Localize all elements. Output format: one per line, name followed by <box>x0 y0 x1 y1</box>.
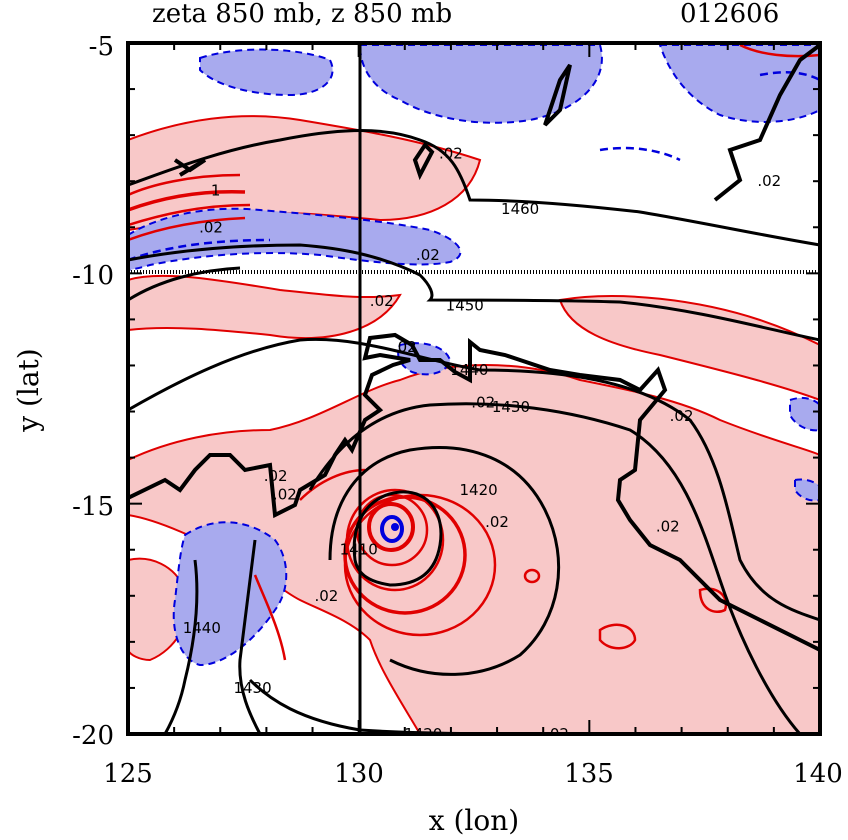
y-tick-label: -20 <box>72 721 114 751</box>
z-1430-west <box>238 539 262 734</box>
blue-patch-southeast <box>794 478 820 502</box>
blue-band-west <box>128 207 462 272</box>
contour-label: 1460 <box>501 200 539 218</box>
contour-label: .02 <box>393 338 417 356</box>
pink-band-west <box>128 274 402 339</box>
pink-band-east <box>558 295 820 402</box>
contour-label: .02 <box>656 518 680 536</box>
contour-label: 1420 <box>404 725 442 743</box>
z-1440 <box>128 337 820 622</box>
thick-boundary-contour <box>128 43 820 652</box>
contour-label: .02 <box>199 218 223 236</box>
positive-vorticity-fill <box>128 115 820 734</box>
z-1430 <box>308 402 802 734</box>
contour-label: 1420 <box>460 481 498 499</box>
axis-ticks <box>127 42 821 735</box>
contour-label: 1430 <box>233 679 271 697</box>
contour-label: 1440 <box>183 619 221 637</box>
y-tick-label: -15 <box>72 492 114 522</box>
z-1410 <box>352 490 443 587</box>
x-tick-label: 125 <box>103 759 153 789</box>
contour-label: 1430 <box>492 398 530 416</box>
contour-label: .02 <box>273 485 297 503</box>
y-axis-label: y (lat) <box>12 348 45 432</box>
x-axis-label: x (lon) <box>429 804 519 837</box>
z-1420 <box>328 446 561 676</box>
x-tick-label: 140 <box>793 759 843 789</box>
contour-label: .02 <box>439 145 463 163</box>
plot-frame <box>126 41 822 736</box>
contour-label: .02 <box>545 725 569 743</box>
plot-area: 1460 1450 1440 1430 1420 1440 1430 1420 1410 .02.… <box>128 43 820 743</box>
y-tick-label: -5 <box>89 32 114 62</box>
positive-vorticity-contours <box>128 43 820 661</box>
contour-label: .02 <box>370 292 394 310</box>
contour-label: 1450 <box>446 297 484 315</box>
contour-label: 1 <box>211 181 221 199</box>
contour-label: .02 <box>485 513 509 531</box>
contour-label: 1440 <box>450 361 488 379</box>
blue-patch-northeast <box>358 44 603 124</box>
contour-label: .02 <box>471 393 495 411</box>
x-tick-label: 130 <box>334 759 384 789</box>
z-1440-west <box>163 559 199 734</box>
contour-label: 1410 <box>340 541 378 559</box>
y-tick-label: -10 <box>72 261 114 291</box>
contour-labels: 1460 1450 1440 1430 1420 1440 1430 1420 1410 .02.… <box>183 145 781 743</box>
contour-label: .02 <box>670 407 694 425</box>
x-tick-label: 135 <box>564 759 614 789</box>
figure-title: zeta 850 mb, z 850 mb <box>152 0 452 29</box>
contour-label: .02 <box>757 172 781 190</box>
z-1450 <box>128 243 820 342</box>
contour-label: .02 <box>416 246 440 264</box>
blue-patch-southwest <box>172 521 288 667</box>
vortex-center-marker <box>367 502 415 552</box>
blue-patch-far-northeast <box>658 44 820 123</box>
figure-date-code: 012606 <box>680 0 779 29</box>
z-1460 <box>128 129 820 247</box>
height-contours <box>128 129 820 734</box>
blue-patch-north-center <box>199 48 334 97</box>
contour-label: .02 <box>314 587 338 605</box>
contour-label: .02 <box>264 467 288 485</box>
blue-patch-east <box>789 396 820 432</box>
